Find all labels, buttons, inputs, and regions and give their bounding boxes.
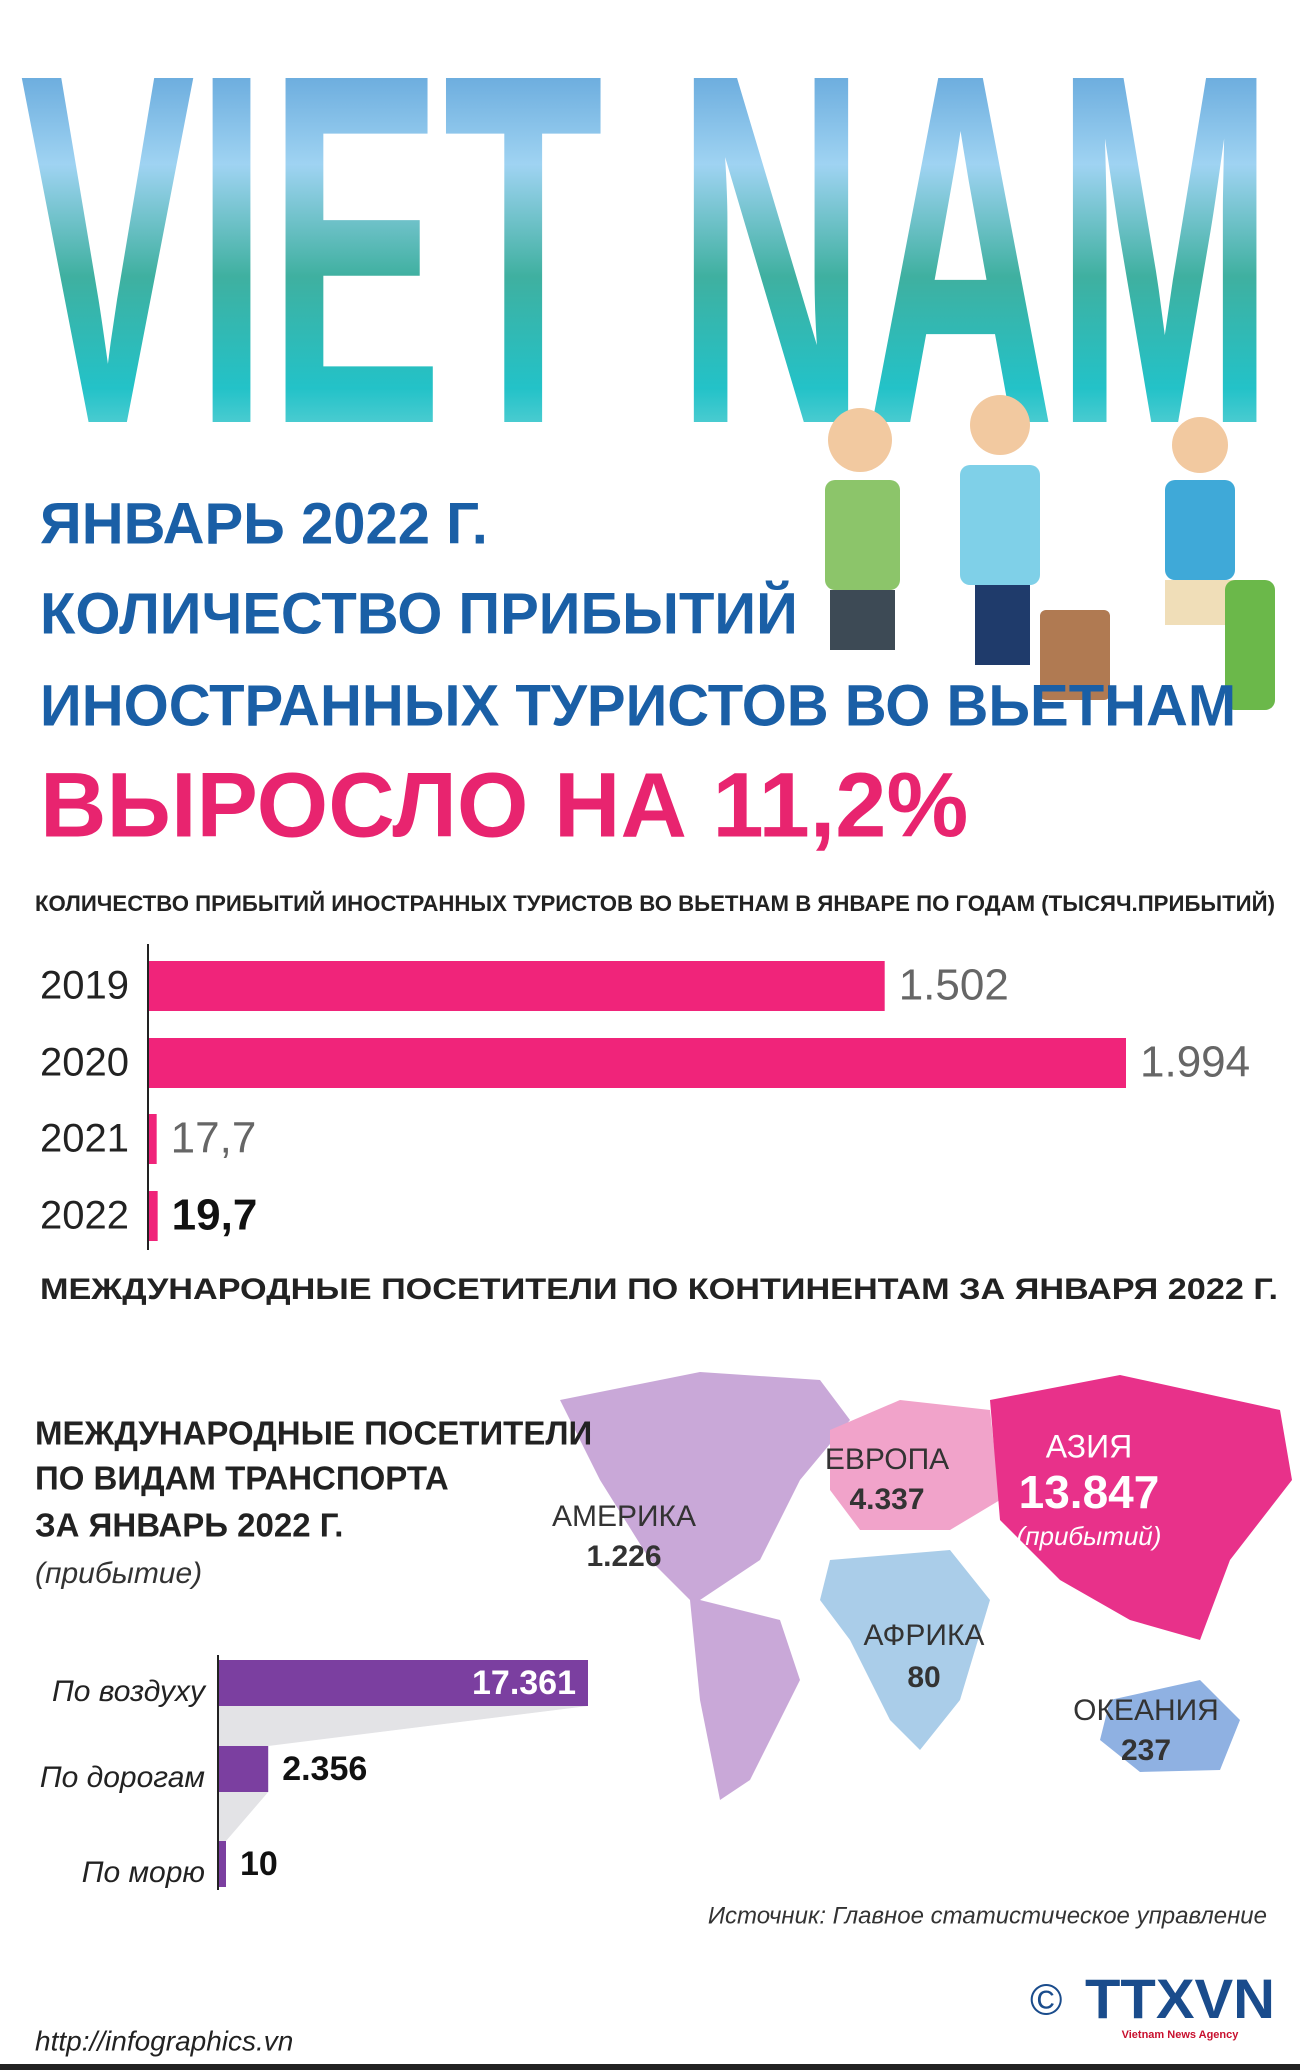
connector — [218, 1706, 588, 1746]
connector — [218, 1792, 269, 1841]
bar — [218, 1841, 226, 1887]
category-label: По морю — [82, 1856, 205, 1889]
bar — [148, 1038, 1126, 1088]
continent-name: АФРИКА — [864, 1619, 985, 1652]
value-label: 19,7 — [172, 1191, 258, 1240]
agency-logo: TTXVN — [1085, 1967, 1275, 2030]
chart-title: КОЛИЧЕСТВО ПРИБЫТИЙ ИНОСТРАННЫХ ТУРИСТОВ… — [35, 891, 1275, 916]
bar — [218, 1660, 588, 1706]
bar — [148, 1114, 157, 1164]
value-label: 10 — [240, 1845, 278, 1883]
unit-label: (прибытий) — [1017, 1521, 1162, 1551]
value-label: 1.502 — [899, 961, 1009, 1010]
agency-subtitle: Vietnam News Agency — [1122, 2029, 1240, 2041]
banner: VIET NAM — [20, 0, 1274, 528]
value-label: 17,7 — [171, 1114, 257, 1163]
continent — [1100, 1680, 1240, 1772]
continent — [820, 1550, 990, 1750]
continent-name: ОКЕАНИЯ — [1073, 1694, 1219, 1727]
title-line: КОЛИЧЕСТВО ПРИБЫТИЙ — [40, 581, 798, 646]
bar — [218, 1746, 269, 1792]
chart-title: ЗА ЯНВАРЬ 2022 Г. — [35, 1507, 343, 1544]
category-label: По воздуху — [52, 1675, 207, 1708]
chart-title: МЕЖДУНАРОДНЫЕ ПОСЕТИТЕЛИ ПО КОНТИНЕНТАМ … — [40, 1273, 1278, 1306]
value-label: 2.356 — [282, 1750, 367, 1788]
footer-bar — [0, 2064, 1300, 2070]
continent — [990, 1375, 1292, 1640]
continent — [560, 1372, 850, 1800]
continent-value: 80 — [907, 1661, 940, 1694]
chart-subtitle: (прибытие) — [35, 1557, 202, 1590]
category-label: 2021 — [40, 1117, 129, 1161]
value-label: 17.361 — [472, 1664, 576, 1702]
category-label: По дорогам — [40, 1761, 205, 1794]
copyright: © — [1030, 1976, 1062, 2025]
continent-value: 1.226 — [586, 1540, 661, 1573]
travelers-illustration — [825, 395, 1275, 710]
value-label: 1.994 — [1140, 1038, 1250, 1087]
url: http://infographics.vn — [35, 2025, 293, 2056]
bar — [148, 1191, 158, 1241]
continent-value: 4.337 — [849, 1483, 924, 1516]
category-label: 2020 — [40, 1041, 129, 1085]
title-line: ИНОСТРАННЫХ ТУРИСТОВ ВО ВЬЕТНАМ — [40, 673, 1236, 738]
bar — [148, 961, 885, 1011]
continent-value: 13.847 — [1019, 1466, 1160, 1518]
continent — [830, 1400, 1000, 1530]
chart-title: МЕЖДУНАРОДНЫЕ ПОСЕТИТЕЛИ — [35, 1415, 592, 1452]
title-line: ЯНВАРЬ 2022 Г. — [40, 491, 488, 556]
continent-name: АМЕРИКА — [552, 1500, 696, 1533]
category-label: 2019 — [40, 964, 129, 1008]
chart-title: ПО ВИДАМ ТРАНСПОРТА — [35, 1460, 449, 1497]
continent-name: АЗИЯ — [1046, 1428, 1132, 1464]
headline: ВЫРОСЛО НА 11,2% — [40, 754, 968, 856]
continent-name: ЕВРОПА — [825, 1443, 949, 1476]
category-label: 2022 — [40, 1194, 129, 1238]
source: Источник: Главное статистическое управле… — [708, 1902, 1267, 1929]
continent-value: 237 — [1121, 1734, 1171, 1767]
